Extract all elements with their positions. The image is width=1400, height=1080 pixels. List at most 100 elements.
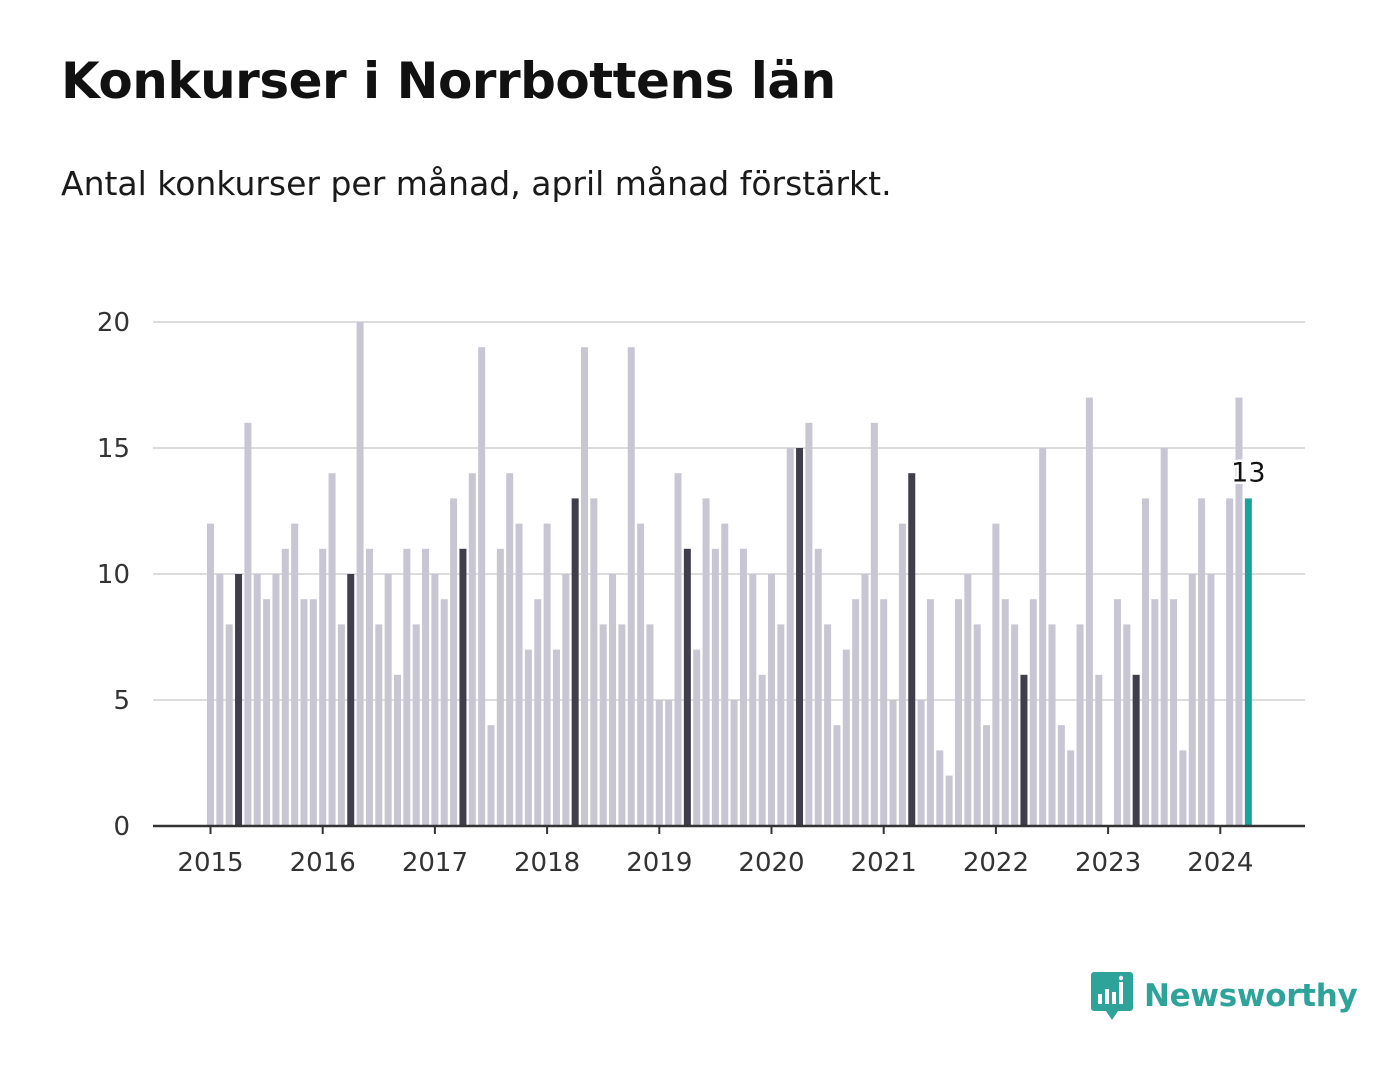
april-bar <box>1020 674 1028 826</box>
x-tick-label: 2023 <box>1075 848 1141 878</box>
april-bar <box>347 574 355 826</box>
latest-value-label: 13 <box>1231 457 1265 488</box>
bar <box>1039 448 1047 826</box>
y-tick-label: 5 <box>113 686 130 716</box>
bar <box>253 574 261 826</box>
chart-title: Konkurser i Norrbottens län <box>61 52 836 110</box>
y-tick-label: 10 <box>97 560 130 590</box>
newsworthy-logo-icon <box>1091 972 1133 1020</box>
april-bar <box>235 574 243 826</box>
bar <box>244 422 252 826</box>
bar <box>702 498 710 826</box>
bar <box>721 523 729 826</box>
gridlines <box>153 321 1305 701</box>
bar <box>880 599 888 826</box>
chart-subtitle: Antal konkurser per månad, april månad f… <box>61 164 892 203</box>
x-tick-label: 2024 <box>1187 848 1253 878</box>
bar <box>870 422 878 826</box>
bar <box>375 624 383 826</box>
x-tick-label: 2020 <box>738 848 804 878</box>
y-tick-label: 15 <box>97 434 130 464</box>
bar <box>609 574 617 826</box>
bar <box>450 498 458 826</box>
brand-name: Newsworthy <box>1144 978 1358 1014</box>
bar <box>693 649 701 826</box>
y-tick-label: 20 <box>97 308 130 338</box>
bar <box>506 473 514 826</box>
bar <box>422 548 430 826</box>
bar <box>207 523 214 826</box>
bar <box>300 599 308 826</box>
bar <box>1188 574 1196 826</box>
bar <box>898 523 906 826</box>
bar <box>1113 599 1121 826</box>
bar <box>291 523 299 826</box>
bar <box>777 624 785 826</box>
bar <box>945 775 953 826</box>
bar <box>1160 448 1168 826</box>
bar <box>674 473 682 826</box>
bar <box>814 548 822 826</box>
bar <box>786 448 794 826</box>
bar <box>730 700 738 826</box>
bar <box>552 649 560 826</box>
bar <box>805 422 813 826</box>
bar <box>496 548 504 826</box>
bar <box>1085 397 1093 826</box>
bar <box>618 624 626 826</box>
bar <box>1067 750 1075 826</box>
bar <box>599 624 607 826</box>
x-tick-label: 2018 <box>514 848 580 878</box>
latest-bar <box>1244 498 1252 826</box>
bar <box>917 700 925 826</box>
bar <box>468 473 476 826</box>
bar <box>1170 599 1178 826</box>
bar <box>478 347 486 826</box>
bar <box>562 574 570 826</box>
bar <box>1123 624 1131 826</box>
bar <box>412 624 420 826</box>
x-tick-label: 2017 <box>402 848 468 878</box>
bar <box>1001 599 1009 826</box>
bar <box>1095 674 1103 826</box>
bar <box>749 574 757 826</box>
bar <box>384 574 392 826</box>
bar <box>356 322 364 826</box>
x-tick-label: 2019 <box>626 848 692 878</box>
labels: 0 5 10 15 20 2015 2016 2017 2018 2019 2020 2021 2022… <box>97 308 1268 878</box>
bar <box>768 574 775 826</box>
bar <box>1048 624 1056 826</box>
bar <box>1076 624 1084 826</box>
bars <box>207 322 1252 826</box>
bar <box>852 599 860 826</box>
y-tick-label: 0 <box>113 812 130 842</box>
bar <box>973 624 981 826</box>
bar <box>833 725 841 826</box>
bar <box>543 523 551 826</box>
bar <box>665 700 673 826</box>
bar <box>281 548 289 826</box>
april-bar <box>908 473 916 826</box>
bar <box>524 649 532 826</box>
x-tick-label: 2016 <box>290 848 356 878</box>
bar <box>627 347 635 826</box>
x-tick-label: 2022 <box>963 848 1029 878</box>
bar <box>328 473 336 826</box>
bar <box>581 347 588 826</box>
bar <box>337 624 345 826</box>
bar <box>590 498 598 826</box>
april-bar <box>683 548 691 826</box>
bar <box>964 574 972 826</box>
bar <box>992 523 1000 826</box>
bar <box>936 750 944 826</box>
bar <box>515 523 523 826</box>
bar <box>1179 750 1187 826</box>
bar <box>1198 498 1206 826</box>
bar <box>1029 599 1037 826</box>
bar <box>487 725 495 826</box>
bar <box>646 624 654 826</box>
bar <box>309 599 317 826</box>
bar <box>983 725 991 826</box>
bar <box>263 599 271 826</box>
